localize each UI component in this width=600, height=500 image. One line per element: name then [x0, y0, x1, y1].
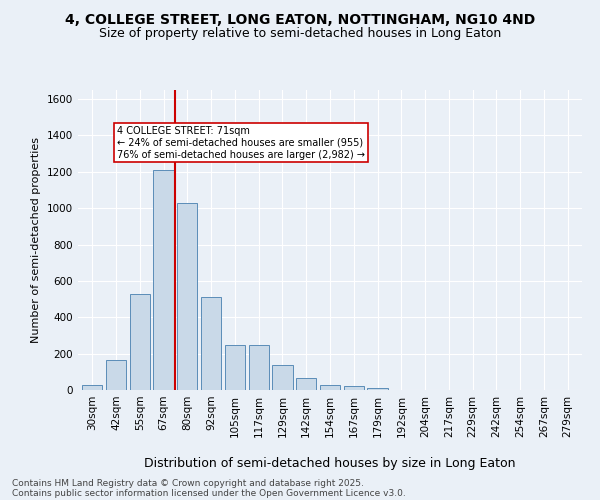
Bar — [130, 294, 150, 390]
Text: 4, COLLEGE STREET, LONG EATON, NOTTINGHAM, NG10 4ND: 4, COLLEGE STREET, LONG EATON, NOTTINGHA… — [65, 12, 535, 26]
Text: 4 COLLEGE STREET: 71sqm
← 24% of semi-detached houses are smaller (955)
76% of s: 4 COLLEGE STREET: 71sqm ← 24% of semi-de… — [117, 126, 365, 160]
Bar — [154, 170, 173, 390]
Bar — [225, 346, 245, 390]
Text: Contains HM Land Registry data © Crown copyright and database right 2025.: Contains HM Land Registry data © Crown c… — [12, 478, 364, 488]
Y-axis label: Number of semi-detached properties: Number of semi-detached properties — [31, 137, 41, 343]
Bar — [344, 386, 364, 390]
Text: Contains public sector information licensed under the Open Government Licence v3: Contains public sector information licen… — [12, 488, 406, 498]
Bar — [201, 298, 221, 390]
Bar — [82, 384, 103, 390]
Text: Distribution of semi-detached houses by size in Long Eaton: Distribution of semi-detached houses by … — [144, 458, 516, 470]
Bar — [106, 360, 126, 390]
Bar — [177, 202, 197, 390]
Bar — [367, 388, 388, 390]
Bar — [248, 346, 269, 390]
Bar — [320, 384, 340, 390]
Text: Size of property relative to semi-detached houses in Long Eaton: Size of property relative to semi-detach… — [99, 28, 501, 40]
Bar — [272, 364, 293, 390]
Bar — [296, 378, 316, 390]
